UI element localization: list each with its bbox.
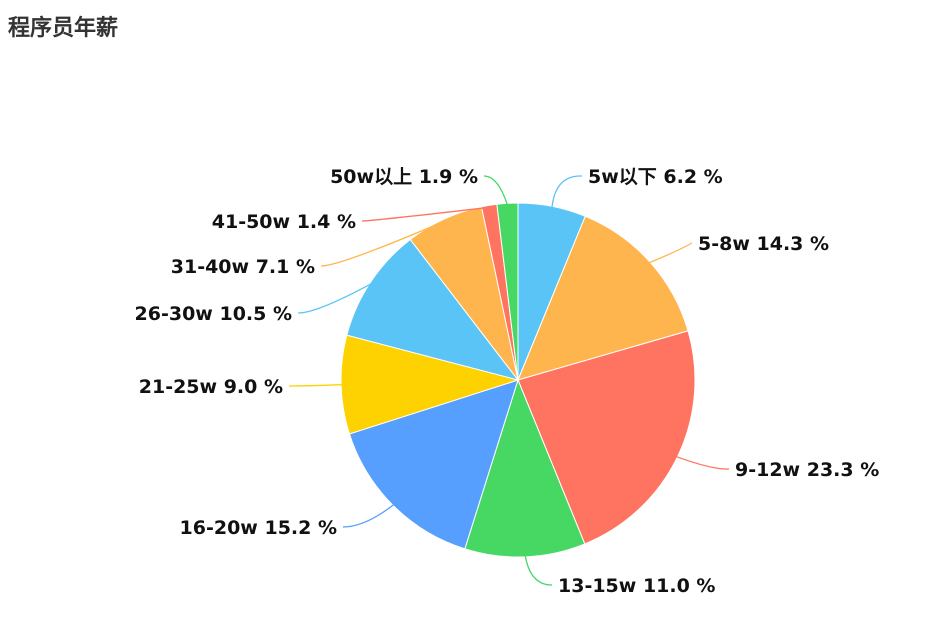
pie-label-name: 5w以下 <box>588 166 663 188</box>
pie-label-name: 50w以上 <box>330 166 419 188</box>
pie-label-value: 1.9 % <box>419 166 478 188</box>
pie-label-name: 5-8w <box>698 233 757 255</box>
pie-label-31-40w: 31-40w 7.1 % <box>171 256 315 278</box>
pie-labels: 5w以下 6.2 % 5-8w 14.3 % 9-12w 23.3 % 13-15w … <box>135 166 880 597</box>
pie-label-name: 41-50w <box>212 211 297 233</box>
pie-label-value: 23.3 % <box>807 459 880 481</box>
leader-line-9-12w <box>675 455 730 470</box>
pie-label-9-12w: 9-12w 23.3 % <box>735 459 879 481</box>
pie-label-value: 9.0 % <box>224 376 283 398</box>
pie-label-name: 31-40w <box>171 256 256 278</box>
pie-label-50w以上: 50w以上 1.9 % <box>330 166 478 188</box>
pie-label-21-25w: 21-25w 9.0 % <box>139 376 283 398</box>
leader-line-5w以下 <box>551 175 583 209</box>
pie-label-value: 6.2 % <box>663 166 722 188</box>
leader-line-16-20w <box>342 503 395 528</box>
pie-label-value: 14.3 % <box>757 233 830 255</box>
pie-label-16-20w: 16-20w 15.2 % <box>180 517 337 539</box>
pie-leader-lines <box>288 175 730 586</box>
leader-line-41-50w <box>361 206 490 222</box>
pie-label-26-30w: 26-30w 10.5 % <box>135 303 292 325</box>
pie-label-5-8w: 5-8w 14.3 % <box>698 233 829 255</box>
pie-label-value: 11.0 % <box>643 575 716 597</box>
leader-line-13-15w <box>524 554 553 586</box>
pie-label-name: 21-25w <box>139 376 224 398</box>
leader-line-50w以上 <box>483 175 509 206</box>
leader-line-21-25w <box>288 384 344 387</box>
pie-label-name: 13-15w <box>558 575 643 597</box>
pie-label-value: 10.5 % <box>219 303 292 325</box>
leader-line-26-30w <box>297 282 373 314</box>
pie-label-name: 9-12w <box>735 459 807 481</box>
pie-label-value: 1.4 % <box>297 211 356 233</box>
leader-line-31-40w <box>320 220 446 267</box>
pie-label-value: 15.2 % <box>264 517 337 539</box>
pie-label-name: 16-20w <box>180 517 265 539</box>
pie-slice-26-30w <box>346 238 520 381</box>
page-title: 程序员年薪 <box>8 16 119 41</box>
pie-label-41-50w: 41-50w 1.4 % <box>212 211 356 233</box>
pie-label-name: 26-30w <box>135 303 220 325</box>
leader-line-5-8w <box>648 242 693 264</box>
pie-label-13-15w: 13-15w 11.0 % <box>558 575 715 597</box>
pie-label-value: 7.1 % <box>256 256 315 278</box>
pie-label-5w以下: 5w以下 6.2 % <box>588 166 723 188</box>
pie-slices <box>340 202 696 558</box>
